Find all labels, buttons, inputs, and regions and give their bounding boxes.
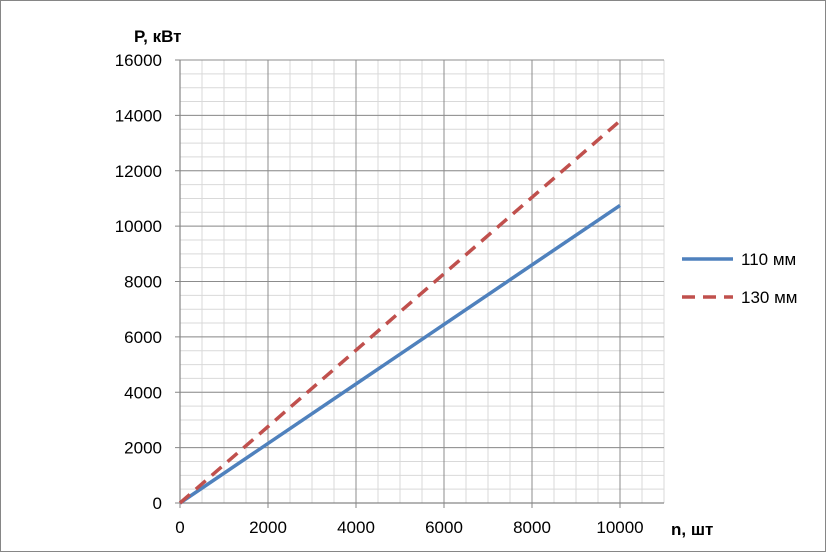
series-line-2 — [178, 119, 622, 505]
legend: 110 мм 130 мм — [682, 250, 797, 307]
y-tick-label: 2000 — [124, 439, 162, 458]
series-line-1 — [179, 203, 621, 505]
legend-label-2: 130 мм — [741, 288, 797, 307]
x-tick-label: 2000 — [249, 518, 287, 537]
x-tick-labels: 0 2000 4000 6000 8000 10000 — [175, 518, 643, 537]
y-tick-label: 0 — [153, 494, 162, 513]
x-tick-label: 8000 — [513, 518, 551, 537]
y-tick-labels: 0 2000 4000 6000 8000 10000 12000 14000 16000 — [115, 51, 162, 513]
x-tick-label: 10000 — [596, 518, 643, 537]
major-grid — [180, 59, 664, 503]
y-tick-label: 12000 — [115, 162, 162, 181]
y-axis-label: P, кВт — [134, 27, 181, 46]
y-tick-label: 4000 — [124, 383, 162, 402]
y-tick-label: 16000 — [115, 51, 162, 70]
y-tick-label: 10000 — [115, 217, 162, 236]
y-tick-label: 6000 — [124, 328, 162, 347]
axes — [175, 59, 664, 508]
y-tick-label: 14000 — [115, 106, 162, 125]
x-tick-label: 4000 — [337, 518, 375, 537]
x-axis-label: n, шт — [671, 520, 713, 539]
x-tick-label: 0 — [175, 518, 184, 537]
legend-label-1: 110 мм — [741, 250, 796, 269]
x-tick-label: 6000 — [425, 518, 463, 537]
y-tick-label: 8000 — [124, 273, 162, 292]
series-lines — [178, 119, 622, 505]
